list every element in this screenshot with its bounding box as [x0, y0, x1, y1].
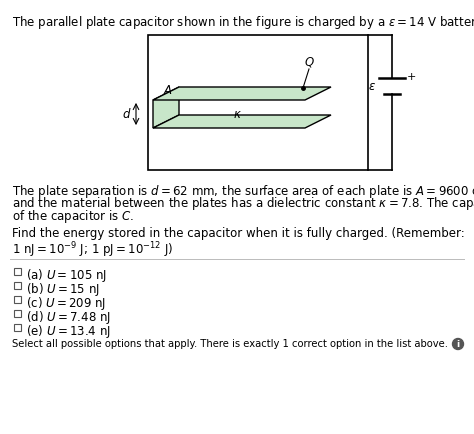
Text: $1\ \mathrm{nJ} = 10^{-9}\ \mathrm{J}$; $1\ \mathrm{pJ} = 10^{-12}\ \mathrm{J}$): $1\ \mathrm{nJ} = 10^{-9}\ \mathrm{J}$; …: [12, 240, 173, 260]
Circle shape: [453, 339, 464, 349]
Text: $\kappa$: $\kappa$: [233, 108, 241, 121]
Text: (d) $U = 7.48$ nJ: (d) $U = 7.48$ nJ: [26, 309, 111, 326]
Text: $A$: $A$: [163, 84, 173, 97]
Bar: [14, 296, 21, 303]
Text: $\varepsilon$: $\varepsilon$: [368, 79, 376, 92]
Bar: [14, 282, 21, 289]
Text: The parallel plate capacitor shown in the figure is charged by a $\varepsilon = : The parallel plate capacitor shown in th…: [12, 14, 474, 31]
Polygon shape: [153, 87, 179, 128]
Text: $d$: $d$: [122, 107, 132, 121]
Text: Find the energy stored in the capacitor when it is fully charged. (Remember:: Find the energy stored in the capacitor …: [12, 227, 465, 240]
Text: (c) $U = 209$ nJ: (c) $U = 209$ nJ: [26, 295, 106, 312]
Polygon shape: [153, 87, 331, 100]
Text: of the capacitor is $C$.: of the capacitor is $C$.: [12, 208, 134, 225]
Text: The plate separation is $d = 62$ mm, the surface area of each plate is $A = 9600: The plate separation is $d = 62$ mm, the…: [12, 182, 474, 202]
Text: i: i: [456, 340, 460, 349]
Text: and the material between the plates has a dielectric constant $\kappa = 7.8$. Th: and the material between the plates has …: [12, 195, 474, 212]
Text: (e) $U = 13.4$ nJ: (e) $U = 13.4$ nJ: [26, 323, 111, 340]
Text: (a) $U = 105$ nJ: (a) $U = 105$ nJ: [26, 267, 107, 284]
Text: $Q$: $Q$: [304, 55, 314, 69]
Bar: [14, 324, 21, 331]
Text: (b) $U = 15$ nJ: (b) $U = 15$ nJ: [26, 281, 100, 298]
Text: +: +: [407, 72, 416, 82]
Bar: [14, 268, 21, 275]
Polygon shape: [153, 115, 331, 128]
Text: Select all possible options that apply. There is exactly 1 correct option in the: Select all possible options that apply. …: [12, 339, 448, 349]
Bar: [14, 310, 21, 317]
Bar: [148, 35, 368, 170]
